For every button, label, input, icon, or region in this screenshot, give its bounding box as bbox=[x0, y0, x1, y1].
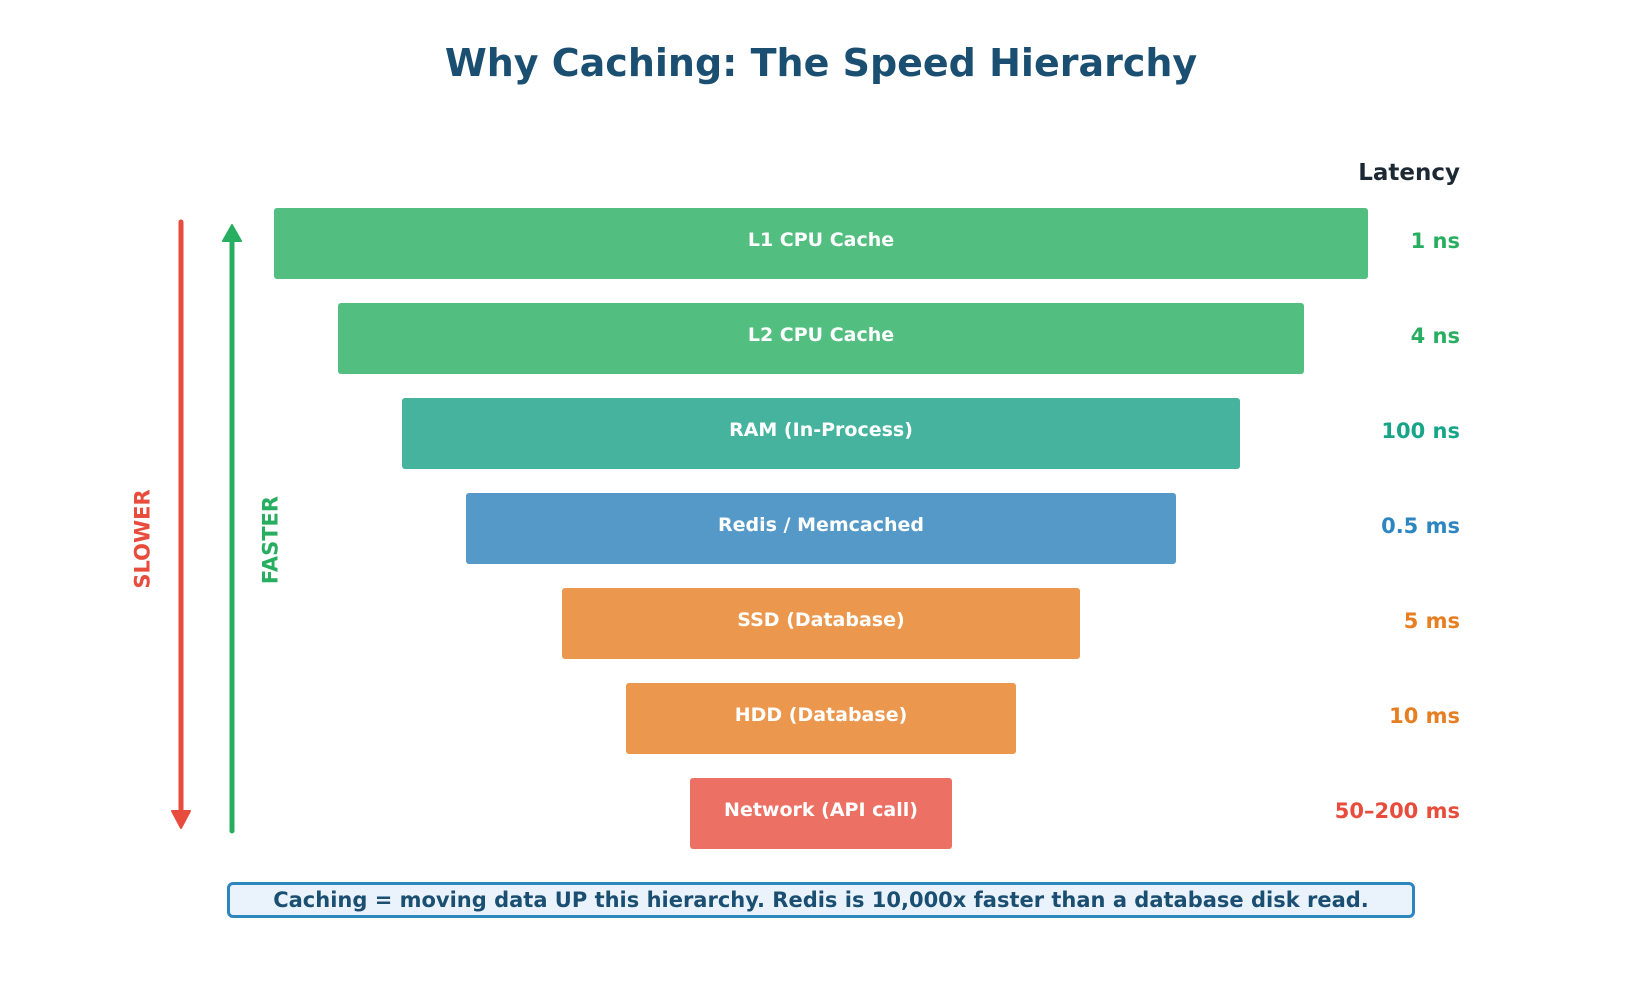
latency-value-redis: 0.5 ms bbox=[1381, 514, 1460, 538]
latency-value-l2: 4 ns bbox=[1410, 324, 1460, 348]
latency-column-header: Latency bbox=[1358, 160, 1460, 186]
tier-bar-l2-cache: L2 CPU Cache bbox=[338, 303, 1304, 374]
tier-label: SSD (Database) bbox=[737, 608, 905, 631]
slower-arrow-icon bbox=[171, 219, 191, 829]
tier-bar-hdd: HDD (Database) bbox=[626, 683, 1016, 754]
faster-arrow-icon bbox=[222, 224, 242, 834]
diagram-title: Why Caching: The Speed Hierarchy bbox=[444, 41, 1198, 85]
tier-label: L2 CPU Cache bbox=[747, 323, 895, 346]
latency-value-hdd: 10 ms bbox=[1389, 704, 1460, 728]
latency-value-ram: 100 ns bbox=[1381, 419, 1460, 443]
tier-bar-network: Network (API call) bbox=[690, 778, 952, 849]
tier-label: HDD (Database) bbox=[734, 703, 908, 726]
faster-label: FASTER bbox=[258, 495, 283, 585]
tier-label: RAM (In-Process) bbox=[729, 418, 913, 441]
latency-value-l1: 1 ns bbox=[1410, 229, 1460, 253]
tier-label: Redis / Memcached bbox=[717, 513, 925, 536]
latency-value-ssd: 5 ms bbox=[1403, 609, 1460, 633]
tier-label: L1 CPU Cache bbox=[747, 228, 895, 251]
tier-bar-redis: Redis / Memcached bbox=[466, 493, 1176, 564]
tier-bar-ssd: SSD (Database) bbox=[562, 588, 1080, 659]
latency-value-network: 50–200 ms bbox=[1334, 799, 1460, 823]
summary-caption: Caching = moving data UP this hierarchy.… bbox=[227, 882, 1415, 918]
slower-label: SLOWER bbox=[130, 489, 155, 589]
tier-label: Network (API call) bbox=[724, 798, 918, 821]
tier-bar-ram: RAM (In-Process) bbox=[402, 398, 1240, 469]
tier-bar-l1-cache: L1 CPU Cache bbox=[274, 208, 1368, 279]
